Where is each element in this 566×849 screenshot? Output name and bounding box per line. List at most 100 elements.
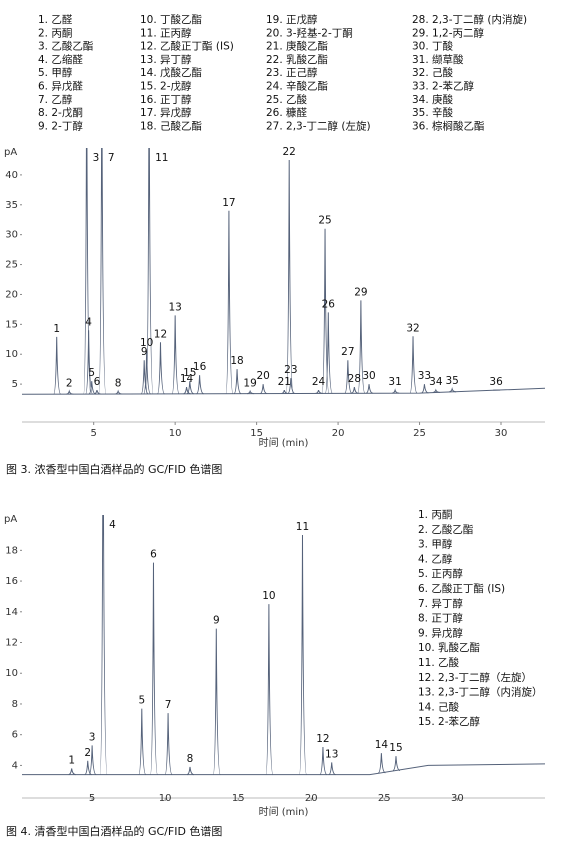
compound-item: 28. 2,3-丁二醇 (内消旋) (412, 13, 527, 26)
peak-label: 22 (283, 146, 296, 158)
compound-item: 23. 正己醇 (266, 66, 318, 79)
peak (212, 628, 221, 776)
peak (321, 228, 330, 394)
compound-item: 8. 正丁醇 (418, 612, 463, 625)
peak (143, 351, 152, 395)
compound-item: 16. 正丁醇 (140, 93, 192, 106)
peak (233, 369, 242, 395)
y-tick-label: 30 (5, 230, 18, 241)
compound-item: 15. 2-戊醇 (140, 80, 192, 93)
compound-item: 14. 戊酸乙酯 (140, 66, 202, 79)
x-tick-label: 5 (91, 428, 97, 439)
y-tick-label: 5 (12, 379, 18, 390)
peak (186, 381, 194, 395)
y-tick-label: 10 (5, 349, 18, 360)
compound-item: 21. 庚酸乙酯 (266, 40, 328, 53)
compound-item: 11. 乙酸 (418, 656, 460, 669)
peak-label: 7 (165, 699, 172, 711)
y-tick-label: 10 (5, 668, 18, 679)
peak-label: 18 (230, 355, 243, 367)
peak-label: 6 (150, 549, 157, 561)
peak (145, 148, 154, 395)
compound-item: 31. 缬草酸 (412, 53, 464, 66)
compound-item: 34. 庚酸 (412, 93, 454, 106)
peak-label: 8 (115, 377, 122, 389)
x-tick-label: 30 (451, 793, 464, 804)
peak (365, 384, 374, 394)
peak-label: 4 (109, 519, 116, 531)
peak-label: 3 (93, 152, 100, 164)
peak-label: 31 (388, 376, 401, 388)
compound-item: 14. 己酸 (418, 700, 460, 713)
compound-item: 7. 乙醇 (38, 93, 73, 106)
peak-label: 28 (348, 373, 361, 385)
peak (265, 604, 274, 776)
x-tick-label: 10 (169, 428, 182, 439)
peak (344, 360, 353, 394)
peak-label: 20 (256, 370, 269, 382)
baseline (22, 387, 545, 395)
peak (351, 387, 359, 394)
compound-item: 18. 己酸乙酯 (140, 119, 202, 132)
x-tick-label: 20 (332, 428, 345, 439)
peak (186, 766, 195, 776)
x-axis-label: 时间 (min) (259, 436, 309, 449)
compound-item: 24. 辛酸乙酯 (266, 80, 328, 93)
compound-item: 20. 3-羟基-2-丁酮 (266, 26, 353, 39)
peak-label: 34 (429, 376, 443, 388)
peak-label: 10 (262, 590, 275, 602)
peak (68, 768, 76, 776)
peak (392, 756, 401, 771)
peak-label: 26 (322, 298, 336, 310)
peak (88, 381, 96, 395)
peak-label: 6 (94, 376, 101, 388)
y-axis-label: pA (4, 514, 17, 525)
peak (281, 389, 289, 394)
figure-caption: 图 3. 浓香型中国白酒样品的 GC/FID 色谱图 (6, 462, 222, 476)
peak (324, 312, 333, 394)
compound-item: 9. 异戊醇 (418, 626, 463, 639)
peak (183, 387, 191, 395)
peak-label: 16 (193, 361, 207, 373)
peak (298, 534, 307, 776)
compound-item: 2. 丙酮 (38, 27, 72, 39)
peak (392, 388, 400, 394)
peak (196, 375, 204, 395)
x-tick-label: 25 (378, 793, 391, 804)
y-tick-label: 20 (5, 289, 18, 300)
peak (421, 384, 429, 394)
peak-label: 23 (284, 364, 297, 376)
x-tick-label: 10 (159, 793, 172, 804)
compound-item: 19. 正戊醇 (266, 13, 318, 26)
peak-label: 27 (341, 346, 354, 358)
peak (88, 745, 97, 776)
peak (319, 746, 328, 776)
compound-item: 4. 乙缩醛 (38, 53, 83, 66)
compound-item: 10. 乳酸乙酯 (418, 641, 480, 654)
plot (22, 148, 545, 395)
y-tick-label: 18 (5, 545, 18, 556)
compound-item: 12. 2,3-丁二醇（左旋） (418, 671, 532, 684)
peak-label: 2 (66, 377, 73, 389)
peak-label: 5 (88, 367, 95, 379)
peak (138, 708, 147, 776)
peak (171, 315, 180, 395)
compound-item: 13. 2,3-丁二醇（内消旋） (418, 686, 543, 699)
x-axis-label: 时间 (min) (259, 805, 309, 818)
peak (260, 384, 268, 395)
peak-label: 35 (445, 375, 458, 387)
compound-item: 26. 糠醛 (266, 106, 308, 119)
y-tick-label: 6 (12, 730, 18, 741)
y-tick-label: 8 (12, 699, 18, 710)
peak-label: 9 (213, 615, 220, 627)
peak-label: 36 (489, 376, 503, 388)
y-tick-label: 35 (5, 200, 18, 211)
peak (99, 515, 108, 776)
compound-item: 5. 甲醇 (38, 66, 73, 79)
peak-label: 12 (316, 733, 329, 745)
compound-item: 36. 棕榈酸乙酯 (412, 119, 485, 132)
compound-item: 4. 乙醇 (418, 552, 453, 565)
peak-label: 21 (278, 376, 291, 388)
y-tick-label: 4 (12, 760, 18, 771)
peak (287, 378, 295, 394)
